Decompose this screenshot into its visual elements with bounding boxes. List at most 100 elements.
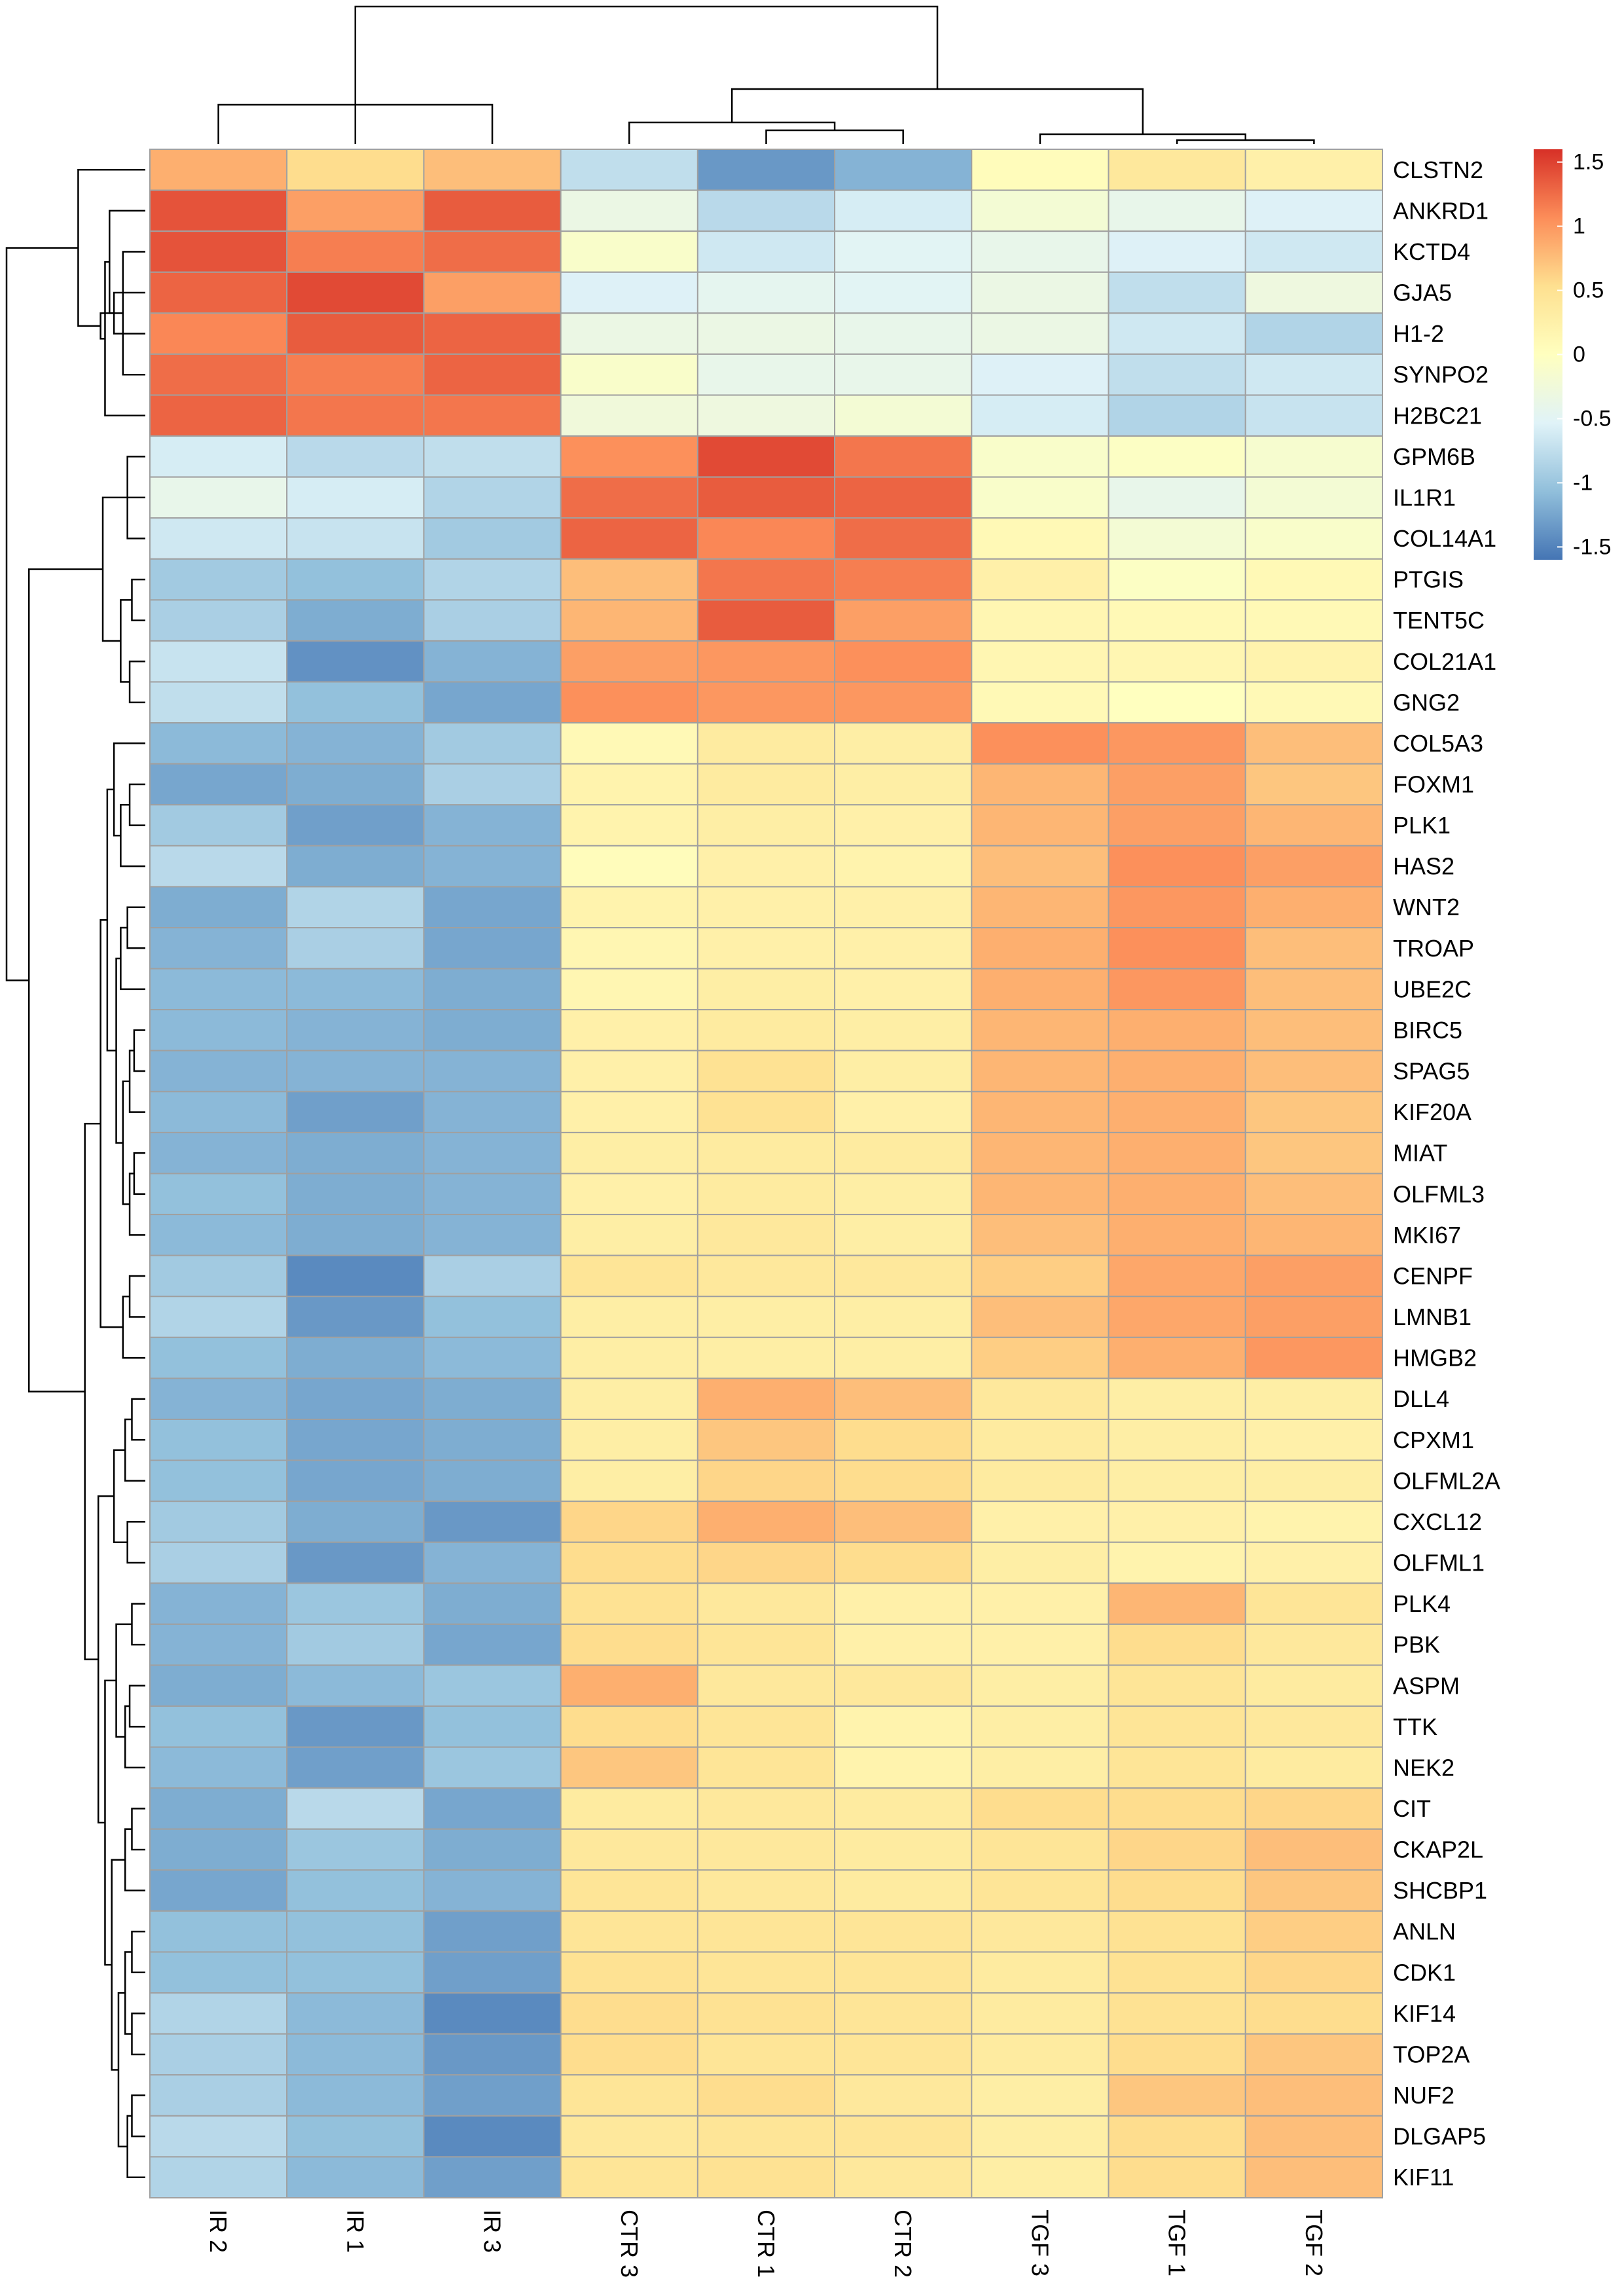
- heatmap-cell: [560, 1992, 698, 2035]
- row-label: CLSTN2: [1393, 156, 1483, 183]
- heatmap-cell: [149, 1418, 288, 1461]
- heatmap-cell: [286, 845, 425, 888]
- row-dendrogram-branch: [104, 261, 145, 417]
- heatmap-cell: [286, 681, 425, 724]
- heatmap-cell: [1108, 1869, 1246, 1912]
- heatmap-cell: [149, 927, 288, 970]
- heatmap-cell: [1108, 1582, 1246, 1625]
- heatmap-cell: [1108, 640, 1246, 683]
- heatmap-cell: [1108, 1254, 1246, 1298]
- row-label: OLFML1: [1393, 1550, 1485, 1576]
- column-dendrogram-branch: [1039, 133, 1247, 144]
- heatmap-cell: [149, 886, 288, 929]
- column-label: CTR 1: [753, 2210, 780, 2278]
- heatmap-cell: [286, 2156, 425, 2198]
- heatmap-cell: [423, 1501, 562, 1543]
- heatmap-cell: [560, 1869, 698, 1912]
- heatmap-cell: [971, 476, 1110, 519]
- heatmap-cell: [1108, 1009, 1246, 1051]
- row-label: DLGAP5: [1393, 2123, 1486, 2150]
- heatmap-cell: [834, 1705, 973, 1748]
- heatmap-cells: [149, 149, 1384, 2198]
- heatmap-cell: [149, 394, 288, 437]
- heatmap-cell: [149, 1091, 288, 1133]
- heatmap-cell: [560, 1664, 698, 1707]
- heatmap-cell: [1108, 1746, 1246, 1789]
- heatmap-cell: [560, 1214, 698, 1256]
- heatmap-cell: [560, 1623, 698, 1666]
- row-label: ASPM: [1393, 1672, 1460, 1699]
- heatmap-cell: [149, 968, 288, 1011]
- column-label: TGF 1: [1164, 2210, 1191, 2276]
- heatmap-cell: [971, 353, 1110, 396]
- heatmap-cell: [971, 1828, 1110, 1871]
- heatmap-cell: [1244, 189, 1384, 232]
- heatmap-cell: [834, 845, 973, 888]
- heatmap-cell: [834, 1336, 973, 1379]
- heatmap-cell: [423, 1910, 562, 1953]
- heatmap-cell: [560, 1705, 698, 1748]
- heatmap-cell: [423, 1705, 562, 1748]
- heatmap-cell: [286, 1296, 425, 1338]
- heatmap-cell: [286, 149, 425, 191]
- heatmap-cell: [696, 1746, 836, 1789]
- heatmap-cell: [1108, 230, 1246, 273]
- heatmap-cell: [696, 927, 836, 970]
- row-label: MIAT: [1393, 1140, 1447, 1167]
- column-labels: IR 2 IR 1 IR 3 CTR 3 CTR 1 CTR 2 TGF 3 TGF 1 TGF…: [205, 2210, 1327, 2278]
- heatmap-cell: [696, 845, 836, 888]
- heatmap-cell: [149, 1296, 288, 1338]
- heatmap-cell: [560, 1173, 698, 1216]
- heatmap-cell: [696, 1910, 836, 1953]
- row-dendrogram-branch: [131, 1930, 145, 1974]
- heatmap-cell: [149, 640, 288, 683]
- heatmap-cell: [149, 1131, 288, 1175]
- row-label: NEK2: [1393, 1754, 1454, 1781]
- heatmap-cell: [1108, 394, 1246, 437]
- row-label: KIF20A: [1393, 1099, 1471, 1125]
- heatmap-cell: [560, 1951, 698, 1994]
- heatmap-cell: [834, 804, 973, 847]
- heatmap-cell: [560, 558, 698, 601]
- heatmap-cell: [1108, 2156, 1246, 2198]
- heatmap-cell: [971, 763, 1110, 806]
- heatmap-cell: [1244, 722, 1384, 765]
- row-dendrogram-branch: [124, 1828, 145, 1891]
- row-label: GNG2: [1393, 689, 1460, 716]
- row-dendrogram-branch: [126, 906, 145, 949]
- row-dendrogram-branch: [5, 247, 79, 981]
- heatmap-cell: [834, 2156, 973, 2198]
- heatmap-cell: [560, 476, 698, 519]
- heatmap-cell: [834, 1091, 973, 1133]
- heatmap-cell: [1108, 1459, 1246, 1503]
- row-dendrogram-branch: [128, 1049, 145, 1113]
- heatmap-cell: [834, 1173, 973, 1216]
- heatmap-cell: [423, 886, 562, 929]
- row-label: LMNB1: [1393, 1303, 1471, 1330]
- heatmap-cell: [560, 1091, 698, 1133]
- heatmap-cell: [971, 1091, 1110, 1133]
- heatmap-cell: [1244, 804, 1384, 847]
- heatmap-cell: [696, 435, 836, 478]
- heatmap-cell: [149, 558, 288, 601]
- heatmap-cell: [286, 558, 425, 601]
- heatmap-cell: [1108, 1787, 1246, 1830]
- heatmap-cell: [1244, 476, 1384, 519]
- heatmap-cell: [149, 1009, 288, 1051]
- heatmap-cell: [423, 1377, 562, 1420]
- heatmap-cell: [834, 1377, 973, 1420]
- heatmap-cell: [1108, 149, 1246, 191]
- row-label: NUF2: [1393, 2082, 1454, 2109]
- heatmap-cell: [1244, 1910, 1384, 1953]
- heatmap-cell: [286, 1131, 425, 1175]
- legend-tick-label: 0: [1573, 342, 1585, 367]
- heatmap-cell: [834, 1459, 973, 1503]
- heatmap-cell: [560, 189, 698, 232]
- row-dendrogram-branch: [131, 2094, 145, 2138]
- heatmap-cell: [1108, 1173, 1246, 1216]
- heatmap-cell: [696, 1049, 836, 1093]
- heatmap-cell: [696, 189, 836, 232]
- row-label: CKAP2L: [1393, 1836, 1483, 1863]
- heatmap-cell: [286, 1173, 425, 1216]
- heatmap-cell: [286, 353, 425, 396]
